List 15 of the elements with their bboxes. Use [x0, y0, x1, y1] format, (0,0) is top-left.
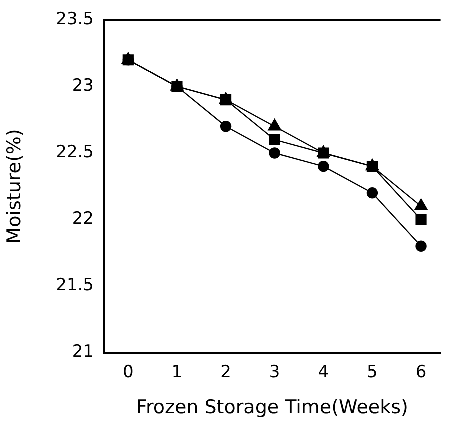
- x-tick-label: 5: [367, 362, 378, 382]
- x-tick-label: 0: [122, 362, 134, 382]
- x-axis-title: Frozen Storage Time(Weeks): [136, 396, 408, 419]
- y-axis-title: Moisture(%): [3, 129, 26, 244]
- x-tick-label: 4: [318, 362, 330, 382]
- y-tick-label: 23.5: [56, 10, 94, 30]
- y-tick-label: 22.5: [56, 142, 94, 163]
- x-tick-label: 3: [269, 362, 280, 382]
- x-tick-label: 2: [220, 362, 232, 382]
- x-tick-label: 1: [172, 362, 183, 382]
- y-tick-label: 23: [72, 76, 94, 96]
- x-tick-label: 6: [416, 362, 427, 382]
- y-tick-label: 22: [72, 209, 94, 230]
- y-tick-label: 21.5: [56, 276, 94, 296]
- y-tick-label: 21: [72, 342, 94, 362]
